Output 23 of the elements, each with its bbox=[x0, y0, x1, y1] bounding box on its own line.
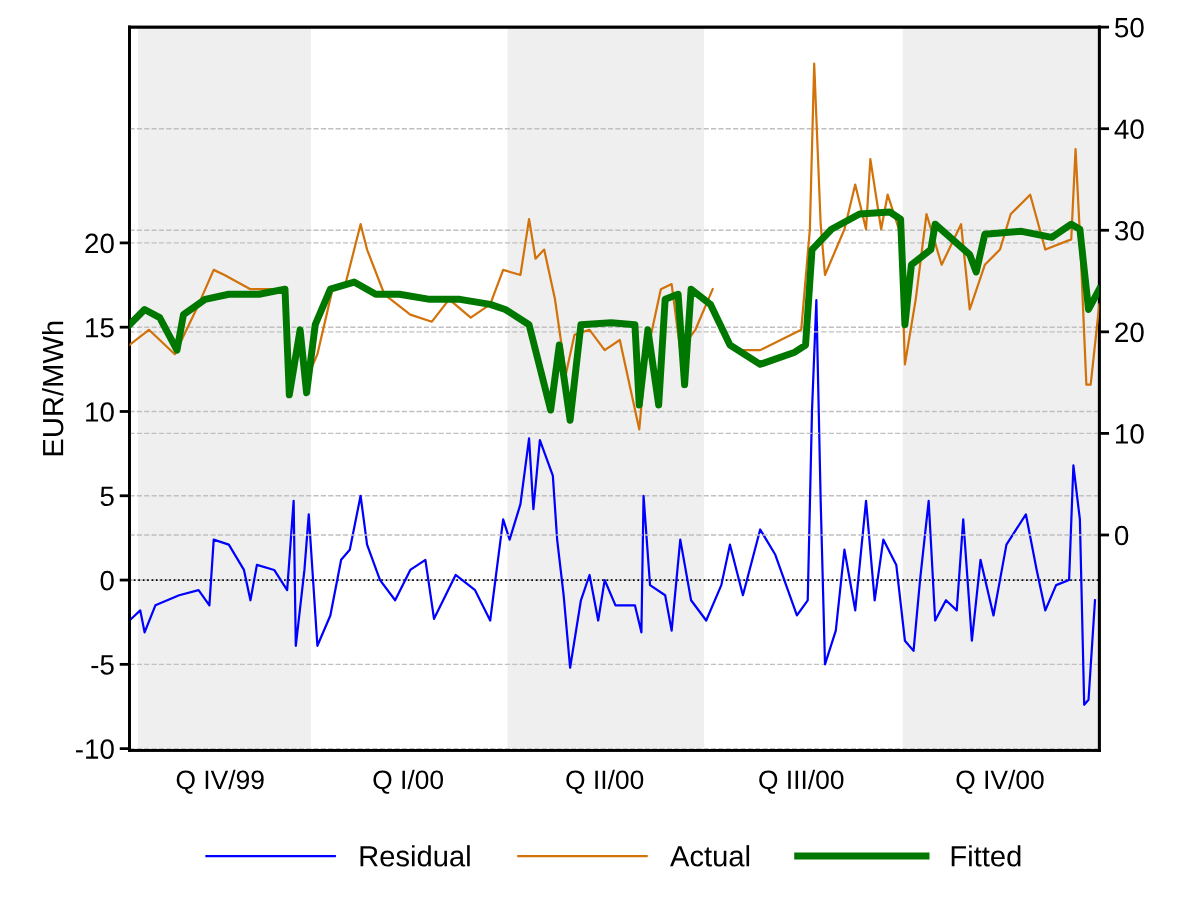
x-tick-label: Q I/00 bbox=[373, 769, 444, 794]
y-tick-label: 15 bbox=[86, 318, 114, 338]
legend-label: Fitted bbox=[951, 845, 1021, 867]
y2-tick-label: 20 bbox=[1115, 322, 1144, 343]
y-tick-label: 10 bbox=[86, 402, 114, 422]
y-tick-label: 0 bbox=[100, 570, 114, 591]
line-series bbox=[129, 299, 1097, 706]
y-tick-label: 20 bbox=[85, 233, 114, 254]
x-tick-label: Q IV/99 bbox=[176, 769, 264, 794]
y2-tick-label: 10 bbox=[1116, 424, 1144, 444]
x-tick-label: Q III/00 bbox=[759, 769, 844, 794]
x-tick-label: Q II/00 bbox=[566, 769, 644, 794]
legend-label: Residual bbox=[360, 845, 470, 867]
y-axis-title: EUR/MWh bbox=[42, 321, 64, 456]
y2-tick-label: 0 bbox=[1114, 525, 1129, 546]
y2-tick-label: 30 bbox=[1114, 220, 1144, 241]
y-tick-label: -10 bbox=[75, 739, 114, 759]
y-tick-label: -5 bbox=[91, 655, 114, 675]
y-tick-label: 5 bbox=[100, 486, 114, 507]
x-tick-label: Q IV/00 bbox=[956, 769, 1044, 794]
y2-tick-label: 40 bbox=[1114, 119, 1144, 140]
legend-label: Actual bbox=[670, 845, 750, 867]
y2-tick-label: 50 bbox=[1115, 17, 1144, 38]
